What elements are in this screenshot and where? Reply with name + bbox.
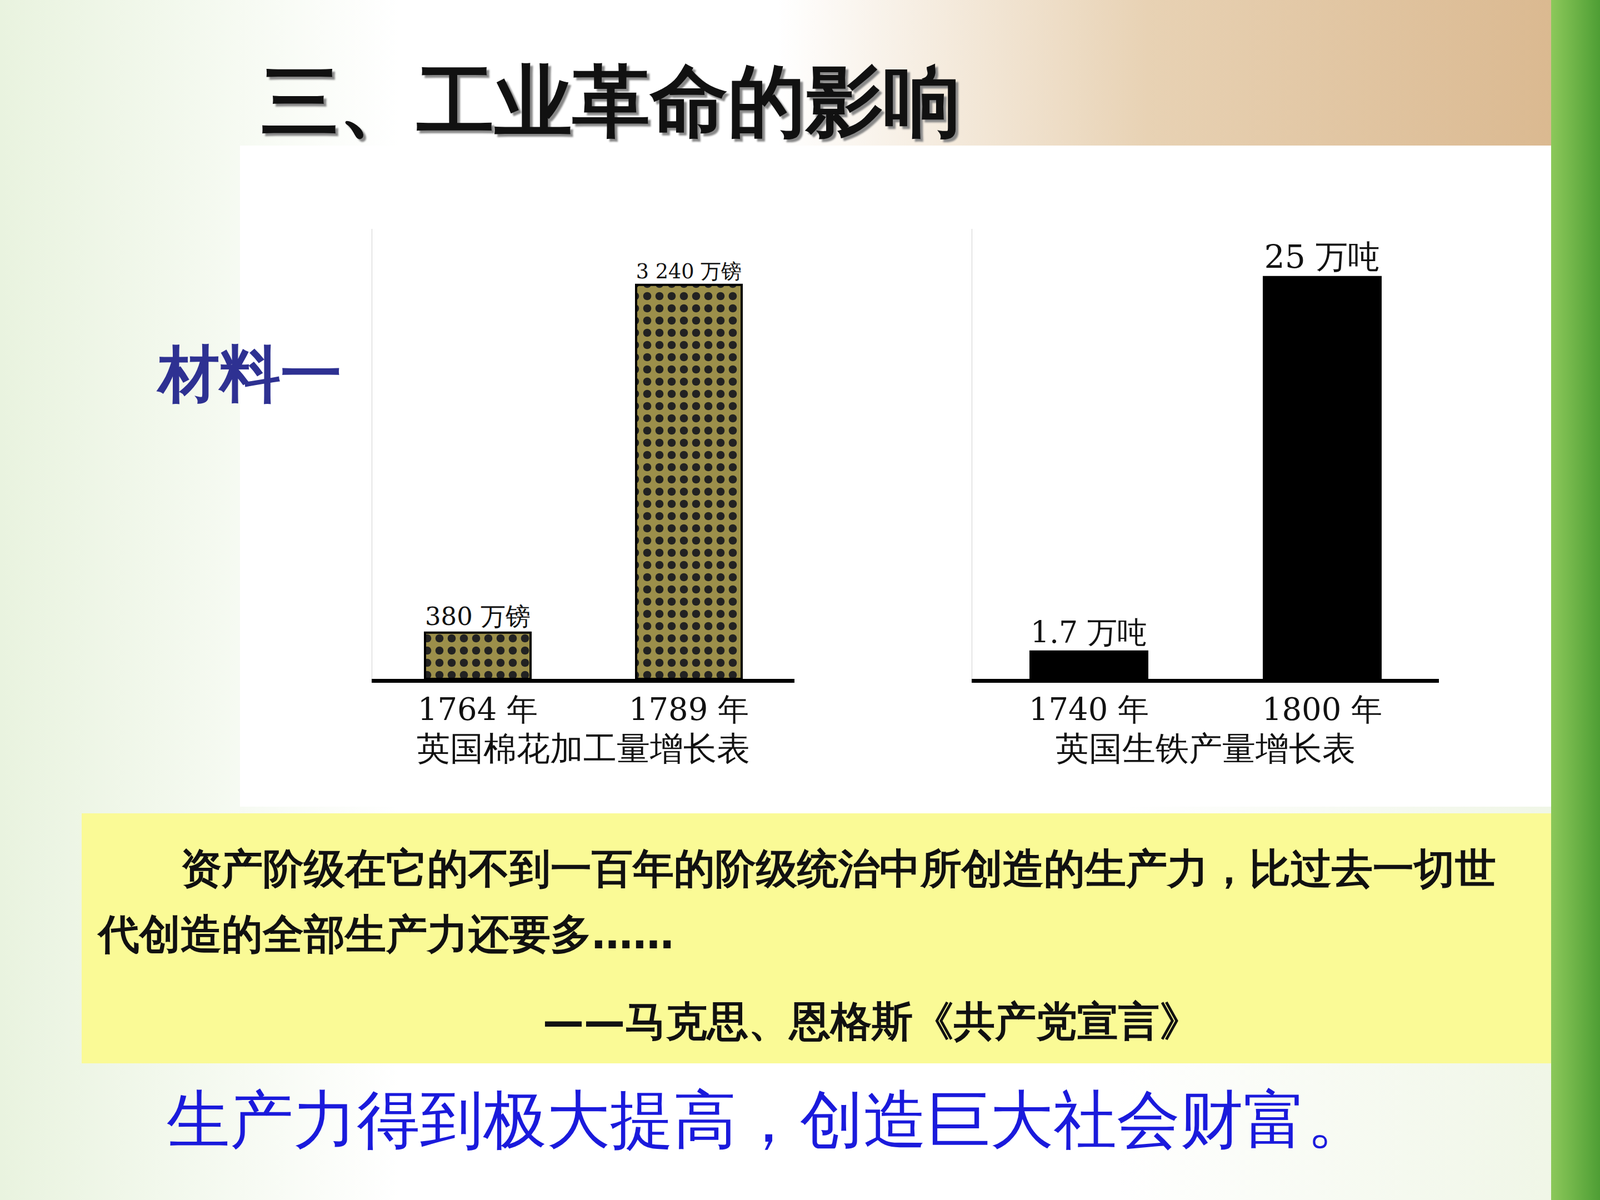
- svg-text:380 万镑: 380 万镑: [425, 601, 531, 632]
- svg-text:英国棉花加工量增长表: 英国棉花加工量增长表: [416, 728, 750, 768]
- html-text:三、工业革命的影响: 三、工业革命的影响: [261, 56, 962, 147]
- svg-text:1789 年: 1789 年: [628, 691, 749, 728]
- svg-text:英国生铁产量增长表: 英国生铁产量增长表: [1055, 728, 1356, 768]
- svg-text:1.7 万吨: 1.7 万吨: [1030, 615, 1148, 650]
- html-text:——马克思、恩格斯《共产党宣言》: ——马克思、恩格斯《共产党宣言》: [542, 997, 1201, 1045]
- svg-text:3 240 万镑: 3 240 万镑: [636, 259, 743, 284]
- svg-text:1764 年: 1764 年: [417, 691, 538, 728]
- svg-text:25 万吨: 25 万吨: [1264, 237, 1381, 276]
- html-text:资产阶级在它的不到一百年的阶级统治中所创造的生产力，比过去一: 资产阶级在它的不到一百年的阶级统治中所创造的生产力，比过去一切世代创造的全部生产…: [98, 844, 1497, 958]
- svg-text:1740 年: 1740 年: [1028, 691, 1149, 728]
- html-text:材料一: 材料一: [158, 338, 342, 410]
- svg-text:1800 年: 1800 年: [1262, 691, 1383, 728]
- html-text:生产力得到极大提高，创造巨大社会财富。: 生产力得到极大提高，创造巨大社会财富。: [166, 1082, 1370, 1157]
